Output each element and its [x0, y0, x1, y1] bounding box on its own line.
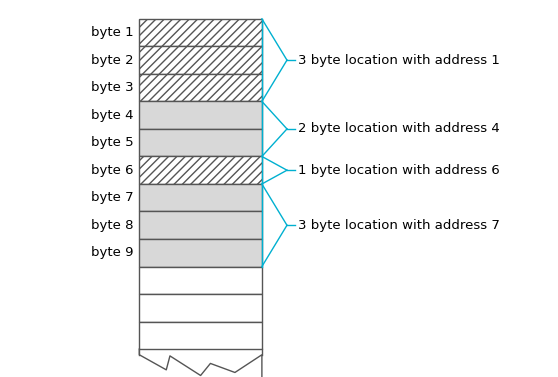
Text: byte 3: byte 3	[91, 81, 134, 94]
Bar	[140, 184, 262, 211]
Text: byte 7: byte 7	[91, 191, 134, 204]
Bar	[140, 267, 262, 294]
Bar	[140, 156, 262, 184]
Text: byte 2: byte 2	[91, 54, 134, 67]
Bar	[140, 294, 262, 322]
Bar	[140, 211, 262, 239]
Text: 3 byte location with address 1: 3 byte location with address 1	[298, 54, 500, 67]
Bar	[140, 74, 262, 101]
Text: 2 byte location with address 4: 2 byte location with address 4	[298, 123, 500, 135]
Bar	[140, 46, 262, 74]
Text: 1 byte location with address 6: 1 byte location with address 6	[298, 164, 500, 177]
Text: 3 byte location with address 7: 3 byte location with address 7	[298, 219, 500, 232]
Bar	[140, 129, 262, 156]
Bar	[140, 101, 262, 129]
Text: byte 8: byte 8	[91, 219, 134, 232]
Bar	[140, 19, 262, 46]
Text: byte 1: byte 1	[91, 26, 134, 39]
Bar	[140, 239, 262, 267]
Bar	[140, 322, 262, 349]
Text: byte 9: byte 9	[91, 246, 134, 259]
Text: byte 6: byte 6	[91, 164, 134, 177]
Text: byte 5: byte 5	[91, 136, 134, 149]
Text: byte 4: byte 4	[91, 109, 134, 122]
